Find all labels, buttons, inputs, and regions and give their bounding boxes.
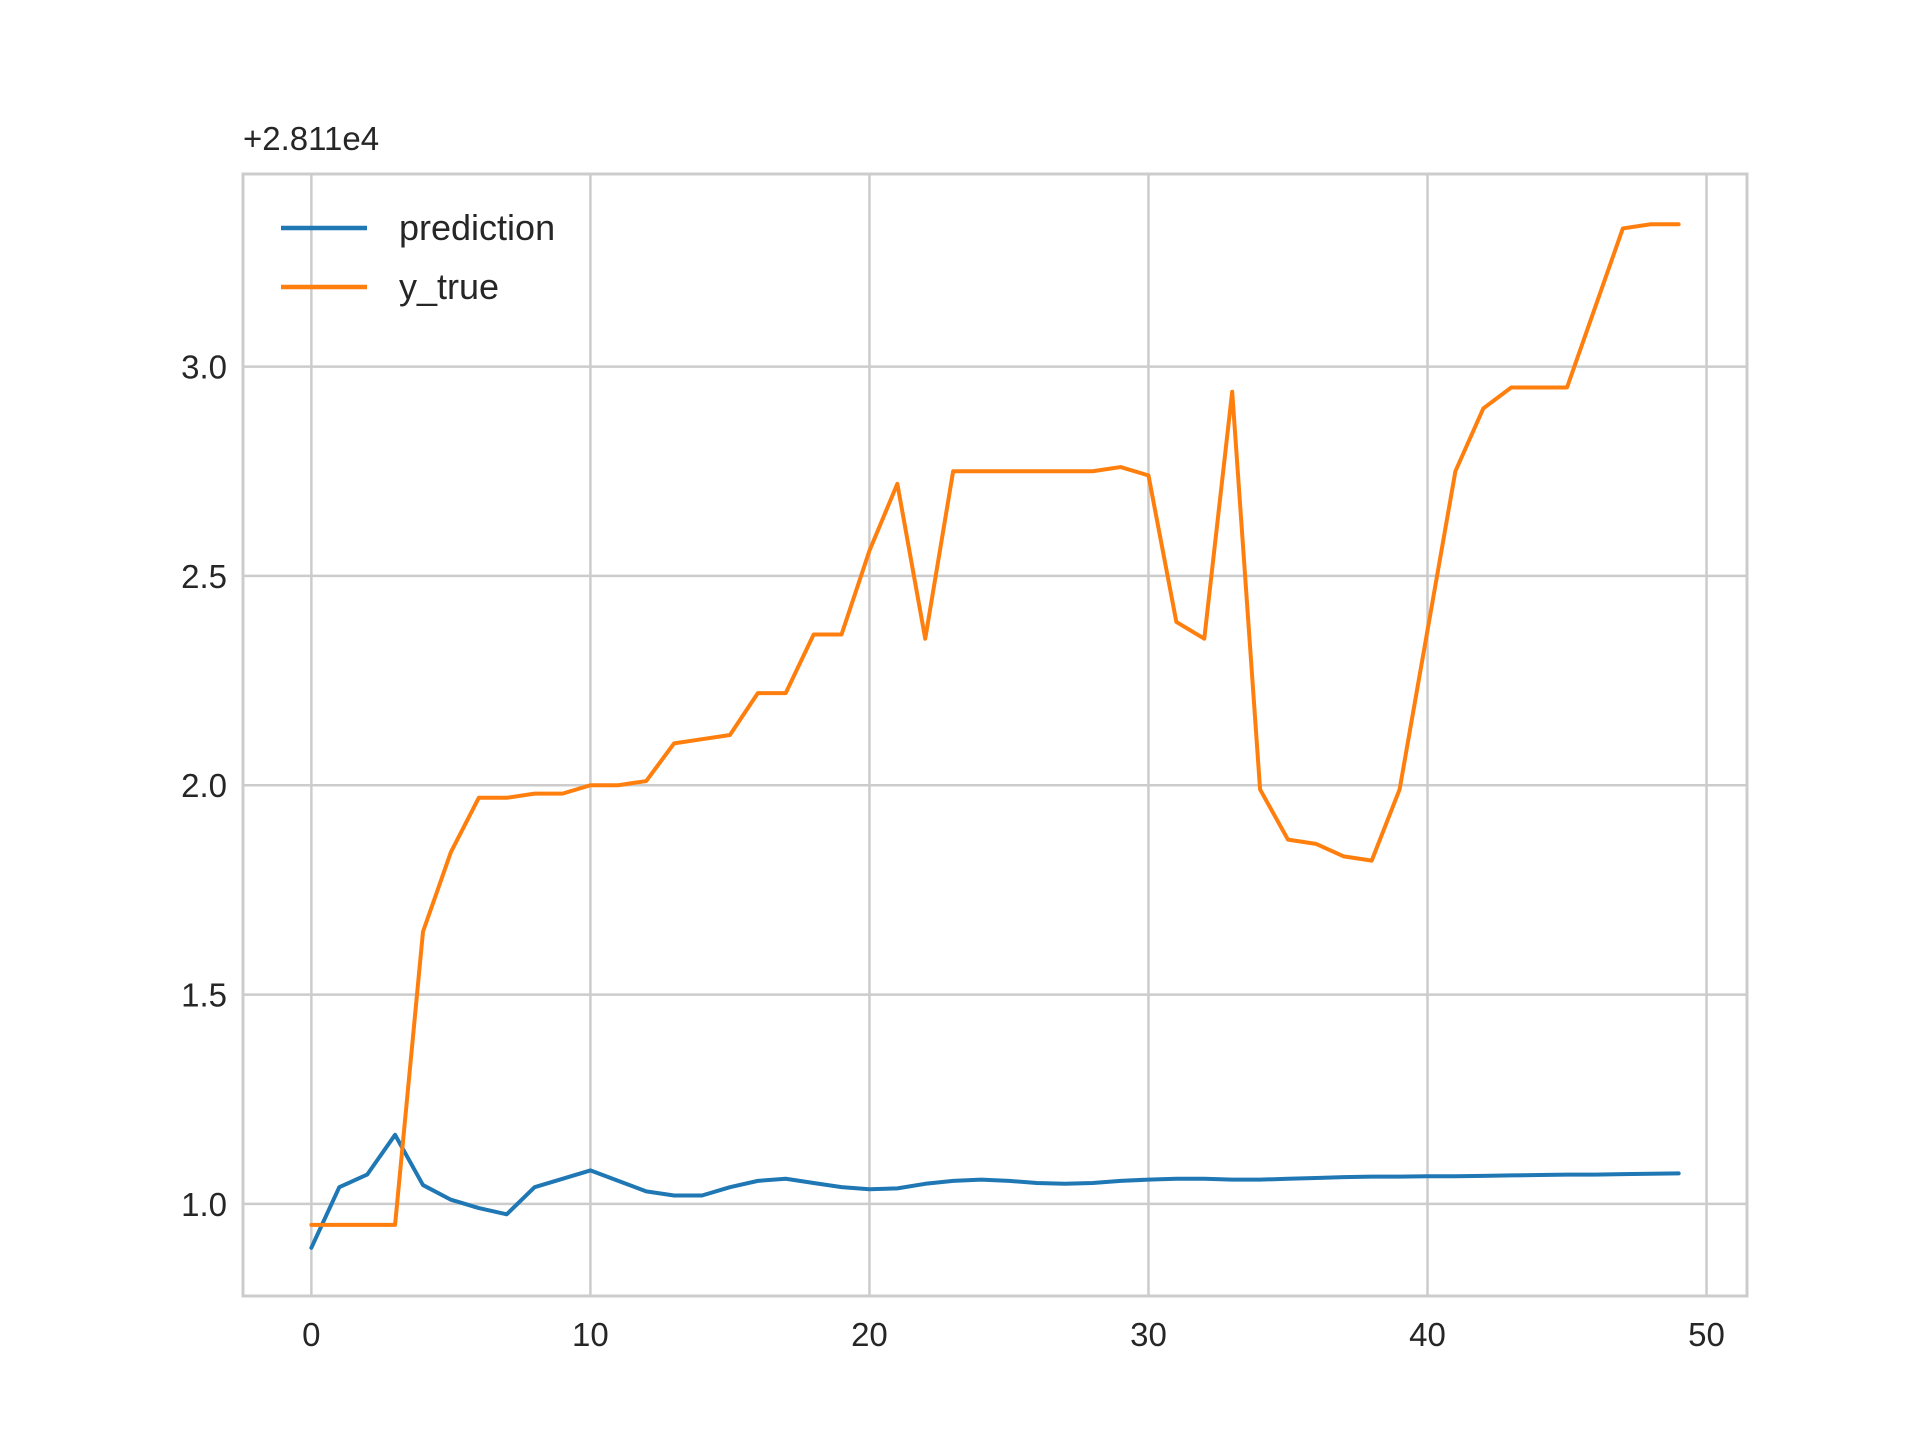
y-tick-label: 2.5 [181,558,227,595]
x-tick-label: 50 [1688,1316,1725,1353]
legend-label: y_true [399,266,499,307]
x-tick-label: 20 [851,1316,888,1353]
legend: prediction y_true [281,207,555,307]
series-line-prediction [311,1135,1678,1248]
x-tick-label: 10 [572,1316,609,1353]
y-tick-label: 2.0 [181,767,227,804]
x-tick-label: 30 [1130,1316,1167,1353]
series-points-prediction [311,1135,1678,1248]
x-axis-tick-labels: 0 10 20 30 40 50 [302,1316,1725,1353]
y-axis-tick-labels: 1.0 1.5 2.0 2.5 3.0 [181,349,227,1223]
x-tick-label: 0 [302,1316,320,1353]
x-tick-label: 40 [1409,1316,1446,1353]
y-tick-label: 1.5 [181,977,227,1014]
series-line-y-true [311,224,1678,1225]
plot-area-frame [243,174,1747,1296]
y-tick-label: 3.0 [181,349,227,386]
legend-item-prediction: prediction [281,207,555,248]
legend-item-y-true: y_true [281,266,499,307]
grid [243,174,1747,1296]
series-lines [311,224,1678,1248]
legend-label: prediction [399,207,555,248]
y-axis-offset-label: +2.811e4 [243,120,379,157]
series-points-y-true [311,224,1678,1225]
y-tick-label: 1.0 [181,1186,227,1223]
